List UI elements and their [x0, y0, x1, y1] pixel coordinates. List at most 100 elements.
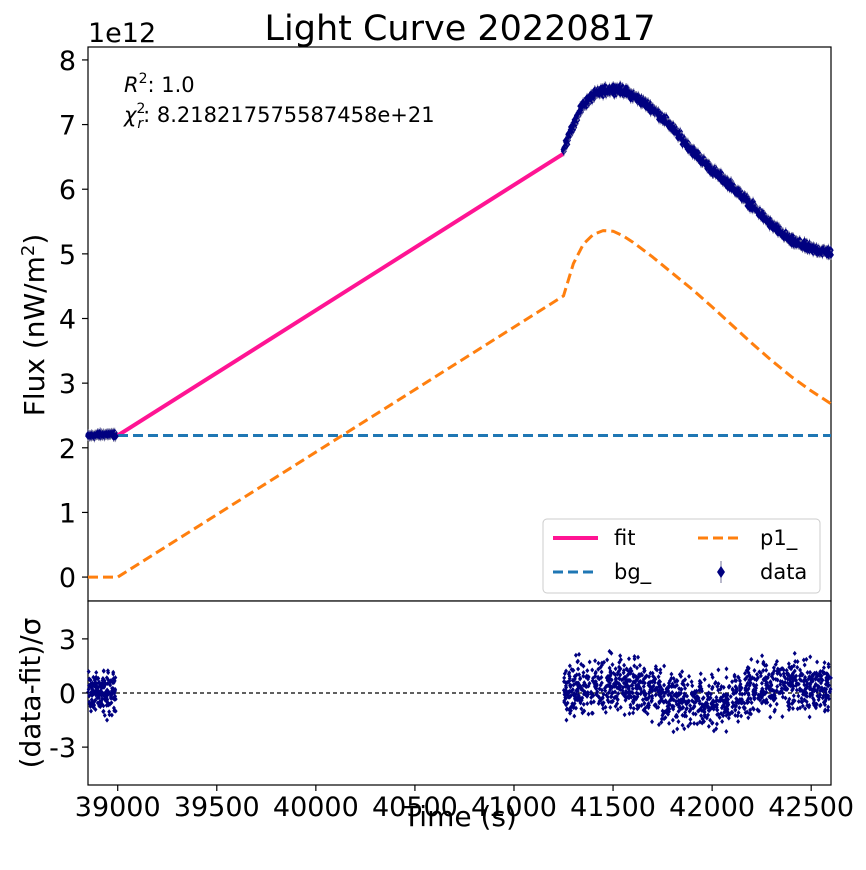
residual-point — [730, 704, 735, 710]
residual-point — [761, 676, 766, 682]
residual-point — [562, 675, 567, 681]
residual-point — [827, 688, 832, 694]
residual-point — [718, 695, 723, 701]
residual-point — [579, 685, 584, 691]
residual-point — [662, 682, 667, 688]
residual-point — [671, 729, 676, 735]
residual-point — [610, 662, 615, 668]
residual-point — [750, 675, 755, 681]
residual-point — [638, 678, 643, 684]
residual-point — [764, 675, 769, 681]
residual-point — [737, 691, 742, 697]
residual-point — [747, 673, 752, 679]
residual-point — [109, 712, 114, 718]
residual-point — [780, 666, 785, 672]
residual-point — [659, 697, 664, 703]
residual-point — [618, 672, 623, 678]
residual-point — [101, 668, 106, 674]
residual-point — [630, 699, 635, 705]
x-tick-label: 40500 — [372, 792, 458, 823]
residual-point — [796, 699, 801, 705]
residual-point — [642, 688, 647, 694]
residual-point — [642, 701, 647, 707]
residual-point — [736, 675, 741, 681]
residual-point — [578, 675, 583, 681]
x-axis-label: Time (s) — [402, 800, 517, 833]
residual-point — [656, 674, 661, 680]
residual-point — [617, 664, 622, 670]
residual-point — [622, 662, 627, 668]
residual-point — [736, 719, 741, 725]
residual-point — [743, 670, 748, 676]
residual-point — [572, 676, 577, 682]
residual-point — [710, 720, 715, 726]
residual-point — [582, 680, 587, 686]
residual-point — [748, 707, 753, 713]
x-tick-label: 39500 — [174, 792, 260, 823]
residual-point — [802, 687, 807, 693]
residual-point — [752, 696, 757, 702]
residual-point — [596, 660, 601, 666]
residual-point — [625, 667, 630, 673]
residual-point — [647, 683, 652, 689]
residual-point — [815, 659, 820, 665]
residual-point — [614, 693, 619, 699]
residual-point — [794, 683, 799, 689]
residual-point — [688, 703, 693, 709]
residual-point — [798, 705, 803, 711]
residual-point — [685, 682, 690, 688]
residual-point — [743, 676, 748, 682]
residual-point — [683, 677, 688, 683]
residual-point — [102, 692, 107, 698]
residual-point — [634, 690, 639, 696]
residual-point — [570, 687, 575, 693]
residual-point — [726, 715, 731, 721]
residual-point — [817, 694, 822, 700]
residual-point — [643, 696, 648, 702]
residual-point — [634, 665, 639, 671]
residual-point — [632, 653, 637, 659]
main-y-tick-label: 0 — [59, 563, 76, 594]
residual-point — [793, 677, 798, 683]
residual-point — [671, 704, 676, 710]
residual-point — [780, 714, 785, 720]
residual-point — [577, 651, 582, 657]
residual-point — [799, 695, 804, 701]
residual-point — [811, 697, 816, 703]
residual-point — [650, 719, 655, 725]
residual-point — [823, 699, 828, 705]
residual-point — [659, 716, 664, 722]
residual-point — [113, 708, 118, 714]
residual-point — [824, 686, 829, 692]
residual-point — [746, 695, 751, 701]
residual-point — [564, 685, 569, 691]
residual-point — [682, 726, 687, 732]
residual-point — [778, 682, 783, 688]
residual-point — [749, 700, 754, 706]
residual-point — [787, 682, 792, 688]
residual-point — [638, 691, 643, 697]
residual-point — [751, 691, 756, 697]
residual-point — [86, 669, 91, 675]
residual-point — [746, 715, 751, 721]
residual-point — [634, 696, 639, 702]
residual-point — [733, 703, 738, 709]
residual-point — [710, 684, 715, 690]
residual-point — [791, 663, 796, 669]
residual-point — [573, 652, 578, 658]
residual-point — [613, 672, 618, 678]
legend: fit p1_ bg_ data — [542, 518, 821, 594]
residual-point — [674, 678, 679, 684]
residual-point — [702, 712, 707, 718]
residual-point — [655, 667, 660, 673]
residual-point — [802, 682, 807, 688]
residual-point — [686, 723, 691, 729]
residual-point — [730, 686, 735, 692]
residual-point — [820, 668, 825, 674]
residual-point — [680, 722, 685, 728]
residual-point — [590, 710, 595, 716]
residual-point — [785, 676, 790, 682]
residual-point — [805, 702, 810, 708]
residual-point — [89, 690, 94, 696]
residual-point — [804, 693, 809, 699]
